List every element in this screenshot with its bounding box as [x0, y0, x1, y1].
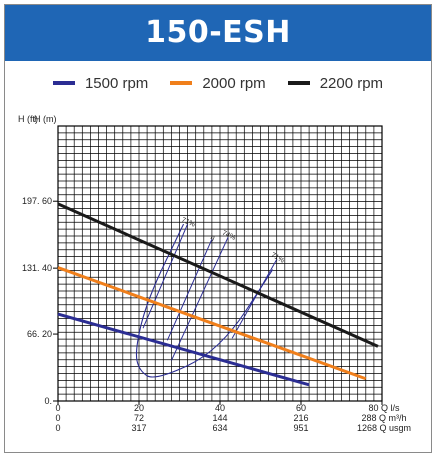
efficiency-guide-line — [166, 239, 213, 341]
y-tick-label: 131. 40 — [22, 263, 52, 273]
x-tick-label: 216 — [293, 413, 308, 423]
x-tick-label: 951 — [293, 423, 308, 433]
legend-item-2200: 2200 rpm — [287, 74, 384, 92]
efficiency-label: η — [209, 234, 215, 242]
chart-card: 150-ESH 1500 rpm 2000 rpm 2200 rpm — [4, 4, 432, 453]
x-tick-label: 634 — [212, 423, 227, 433]
legend-swatch-2000 — [170, 81, 193, 85]
legend-label-2200: 2200 rpm — [319, 74, 384, 92]
x-tick-label: 0 — [55, 403, 60, 413]
efficiency-label: 71% — [270, 252, 286, 265]
legend-item-1500: 1500 rpm — [52, 74, 149, 92]
series-line-2200-rpm — [57, 202, 379, 348]
x-tick-label: 20 — [134, 403, 144, 413]
x-tick-label: 80 Q l/s — [368, 403, 400, 413]
x-tick-label: 288 Q m³/h — [361, 413, 406, 423]
legend-label-1500: 1500 rpm — [84, 74, 149, 92]
efficiency-guide-line — [231, 259, 278, 339]
legend-swatch-2200 — [287, 81, 310, 85]
x-tick-label: 0 — [55, 423, 60, 433]
efficiency-label: 71% — [180, 217, 196, 229]
x-tick-label: 144 — [212, 413, 227, 423]
y-tick-label: 197. 60 — [22, 196, 52, 206]
legend-item-2000: 2000 rpm — [170, 74, 266, 92]
legend-swatch-1500 — [52, 81, 75, 85]
efficiency-curve — [135, 223, 274, 378]
chart-title: 150-ESH — [145, 15, 291, 50]
x-tick-label: 0 — [55, 413, 60, 423]
efficiency-guide-line — [142, 223, 189, 329]
x-tick-label: 40 — [215, 403, 225, 413]
y-axis-label-m: H (m) — [34, 114, 57, 124]
y-axis-label-ft: H (ft) — [18, 114, 38, 124]
efficiency-label: 74% — [221, 230, 237, 242]
y-tick-label: 66. 20 — [27, 329, 52, 339]
series-line-2000-rpm — [57, 266, 367, 381]
x-tick-label: 317 — [131, 423, 146, 433]
efficiency-guide-line — [170, 237, 229, 361]
y-tick-label: 0. — [44, 396, 52, 406]
x-tick-label: 1268 Q usgm — [357, 423, 411, 433]
title-bar: 150-ESH — [5, 5, 431, 61]
legend-label-2000: 2000 rpm — [202, 74, 266, 92]
series-line-1500-rpm — [57, 312, 310, 387]
x-tick-label: 60 — [296, 403, 306, 413]
legend: 1500 rpm 2000 rpm 2200 rpm — [5, 69, 431, 97]
x-tick-label: 72 — [134, 413, 144, 423]
